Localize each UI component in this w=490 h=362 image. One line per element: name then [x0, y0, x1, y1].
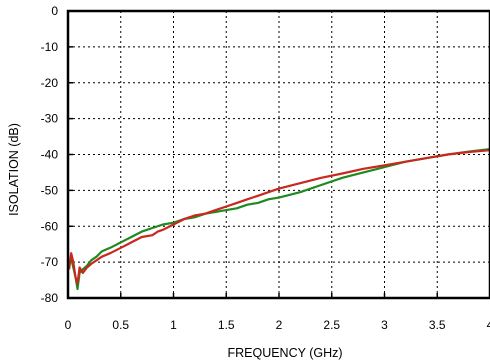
series-lines	[68, 148, 490, 291]
y-tick-label: -20	[41, 76, 59, 90]
x-tick-label: 3	[381, 318, 388, 332]
y-tick-label: 0	[51, 4, 58, 18]
x-axis-label: FREQUENCY (GHz)	[227, 346, 342, 360]
x-tick-label: 1	[170, 318, 177, 332]
y-tick-label: -40	[41, 148, 59, 162]
x-tick-label: 2	[276, 318, 283, 332]
tick-labels: 0 0.5 1 1.5 2 2.5 3 3.5 4 0 -10 -20 -30 -40 -50 -60 -70 -…	[41, 4, 490, 332]
series-line-1	[68, 148, 490, 291]
x-tick-label: 0.5	[112, 318, 129, 332]
plot-frame	[66, 9, 490, 300]
x-tick-label: 1.5	[218, 318, 235, 332]
y-tick-label: -50	[41, 183, 59, 197]
y-tick-label: -30	[41, 112, 59, 126]
y-axis-label: ISOLATION (dB)	[7, 123, 21, 216]
x-tick-label: 3.5	[429, 318, 446, 332]
series-line-2	[68, 149, 490, 285]
x-tick-label: 0	[65, 318, 72, 332]
y-tick-label: -60	[41, 219, 59, 233]
y-tick-label: -10	[41, 40, 59, 54]
y-tick-label: -70	[41, 255, 59, 269]
y-tick-label: -80	[41, 291, 59, 305]
x-tick-label: 2.5	[323, 318, 340, 332]
grid-lines	[67, 10, 490, 299]
x-tick-label: 4	[487, 318, 490, 332]
